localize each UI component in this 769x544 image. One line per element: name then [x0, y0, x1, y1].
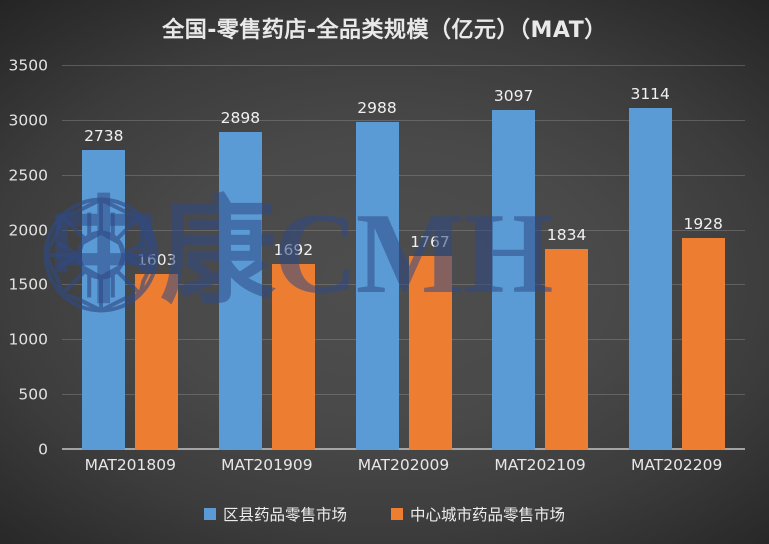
chart-legend: 区县药品零售市场 中心城市药品零售市场: [0, 503, 769, 525]
legend-label: 中心城市药品零售市场: [410, 506, 566, 524]
bar-MAT202209-series1[interactable]: [628, 108, 672, 450]
x-axis-tick-label: MAT201809: [84, 456, 176, 474]
y-axis-tick-label: 1500: [8, 275, 48, 294]
y-axis-tick-label: 500: [18, 385, 48, 404]
gridline: [62, 394, 745, 396]
bar-value-label: 1692: [273, 241, 314, 260]
plot-area: 2738 1603 2898 1692 2988 1767 3097 1834 3114 1928: [62, 65, 745, 450]
x-axis-labels: MAT201809 MAT201909 MAT202009 MAT202109 MAT2…: [62, 456, 745, 484]
x-axis-tick-label: MAT202209: [630, 456, 723, 474]
bar-value-label: 1767: [410, 233, 450, 252]
bar-MAT202109-series2[interactable]: [545, 248, 589, 450]
bar-MAT202209-series2[interactable]: [681, 238, 725, 450]
y-axis-tick-label: 3500: [8, 56, 48, 75]
gridline: [62, 174, 745, 176]
bar-value-label: 2898: [220, 109, 261, 128]
x-axis-tick-label: MAT201909: [221, 456, 313, 474]
chart-title: 全国-零售药店-全品类规模（亿元）（MAT）: [162, 18, 607, 43]
legend-item-series1[interactable]: 区县药品零售市场: [203, 503, 347, 525]
bar-value-label: 3114: [630, 85, 670, 104]
gridline: [62, 284, 745, 286]
y-axis-labels: 3500 3000 2500 2000 1500 1000 500 0: [0, 58, 56, 458]
x-axis-tick-label: MAT202109: [494, 456, 586, 474]
x-axis-tick-label: MAT202009: [357, 456, 450, 474]
legend-label: 区县药品零售市场: [222, 506, 347, 524]
bar-MAT202009-series1[interactable]: [355, 122, 399, 450]
gridline: [62, 339, 745, 341]
legend-swatch-icon: [203, 508, 216, 520]
bar-value-label: 2738: [84, 126, 124, 145]
bar-value-label: 1834: [546, 225, 587, 244]
bar-MAT201909-series2[interactable]: [271, 264, 315, 450]
bar-MAT202009-series2[interactable]: [408, 256, 452, 450]
y-axis-tick-label: 2500: [8, 166, 48, 185]
y-axis-tick-label: 3000: [8, 111, 48, 130]
bar-value-label: 2988: [357, 99, 397, 118]
x-axis-line: [62, 448, 745, 450]
y-axis-tick-label: 0: [38, 440, 48, 459]
bar-value-label: 1928: [683, 215, 723, 234]
gridline: [62, 65, 745, 66]
bar-value-label: 1603: [137, 251, 177, 270]
bar-MAT202109-series1[interactable]: [492, 110, 536, 450]
bar-MAT201909-series1[interactable]: [218, 132, 262, 450]
bar-MAT201809-series2[interactable]: [135, 274, 179, 450]
gridline: [62, 229, 745, 231]
legend-swatch-icon: [391, 508, 403, 520]
y-axis-tick-label: 2000: [8, 221, 48, 240]
y-axis-tick-label: 1000: [8, 330, 48, 349]
gridline: [62, 119, 745, 121]
bar-value-label: 3097: [493, 87, 534, 106]
bar-MAT201809-series1[interactable]: [82, 149, 126, 450]
legend-item-series2[interactable]: 中心城市药品零售市场: [391, 503, 565, 525]
